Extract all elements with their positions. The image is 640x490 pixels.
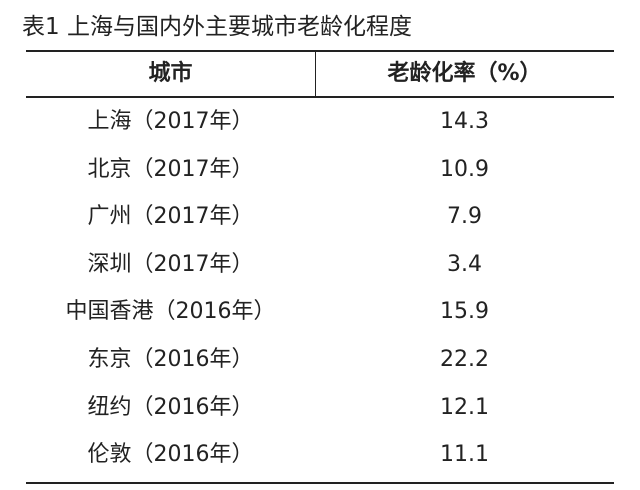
rate-cell: 3.4	[447, 251, 482, 277]
rate-cell: 14.3	[440, 109, 489, 134]
city-cell: 伦敦（2016年）	[87, 442, 254, 468]
bottom-rule	[26, 482, 614, 484]
city-cell: 中国香港（2016年）	[65, 299, 276, 325]
rate-cell: 10.9	[440, 156, 489, 182]
rate-cell: 15.9	[440, 299, 489, 325]
city-cell: 东京（2016年）	[87, 347, 254, 372]
top-rule	[26, 50, 614, 52]
city-cell: 上海（2017年）	[87, 109, 254, 134]
header-cell: 老龄化率（%）	[387, 61, 542, 86]
rate-cell: 7.9	[447, 204, 482, 230]
header-cell: 城市	[148, 61, 193, 86]
header-rule	[26, 96, 614, 98]
city-cell: 北京（2017年）	[87, 156, 254, 182]
rate-cell: 22.2	[440, 347, 489, 372]
city-cell: 广州（2017年）	[87, 204, 254, 230]
city-cell: 深圳（2017年）	[87, 251, 254, 277]
rate-cell: 12.1	[440, 394, 489, 420]
header-divider	[315, 51, 316, 97]
rate-cell: 11.1	[440, 442, 489, 468]
city-cell: 纽约（2016年）	[87, 394, 254, 420]
table-title: 表1 上海与国内外主要城市老龄化程度	[22, 14, 412, 40]
